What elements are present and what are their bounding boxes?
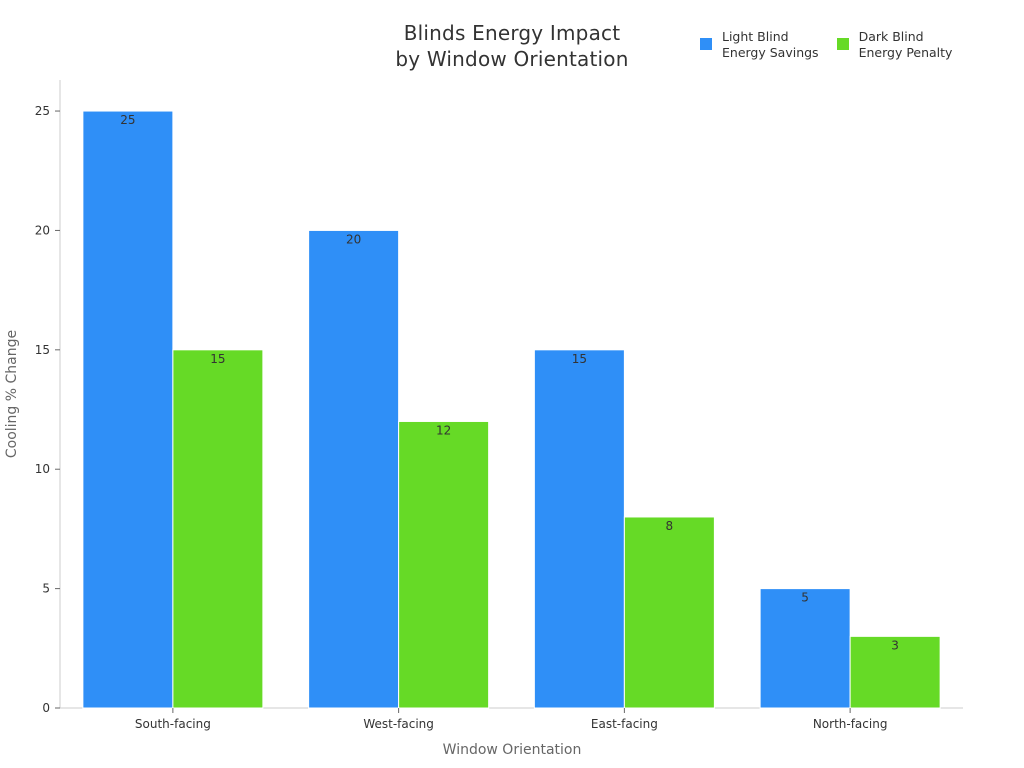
legend-label-line: Energy Savings xyxy=(722,45,819,60)
legend-swatch-light-blind xyxy=(700,38,712,50)
legend-label-line: Energy Penalty xyxy=(858,45,953,60)
y-tick-label: 15 xyxy=(35,343,50,357)
legend-label-dark-blind: Dark Blind Energy Penalty xyxy=(859,29,953,61)
chart-title-line-2: by Window Orientation xyxy=(395,47,629,71)
legend-item-dark-blind[interactable]: Dark Blind Energy Penalty xyxy=(836,29,953,61)
x-tick-label: West-facing xyxy=(363,717,434,731)
bar xyxy=(172,349,264,709)
y-tick-label: 5 xyxy=(42,582,50,596)
bar-value-label: 3 xyxy=(891,638,899,652)
bar-value-label: 15 xyxy=(210,352,225,366)
legend-label-line: Light Blind xyxy=(722,29,789,44)
x-tick-label: North-facing xyxy=(813,717,888,731)
x-tick-label: South-facing xyxy=(135,717,211,731)
bar-value-label: 20 xyxy=(346,232,361,246)
y-tick-label: 10 xyxy=(35,462,50,476)
chart-title: Blinds Energy Impact by Window Orientati… xyxy=(312,20,712,72)
legend-label-light-blind: Light Blind Energy Savings xyxy=(722,29,819,61)
legend-item-light-blind[interactable]: Light Blind Energy Savings xyxy=(700,29,819,61)
legend-label-line: Dark Blind xyxy=(858,29,924,44)
bar-value-label: 12 xyxy=(436,423,451,437)
y-tick-label: 25 xyxy=(35,104,50,118)
bar xyxy=(849,635,941,709)
bar-value-label: 15 xyxy=(572,352,587,366)
y-tick-label: 20 xyxy=(35,223,50,237)
x-axis-title: Window Orientation xyxy=(442,742,582,758)
chart-title-line-1: Blinds Energy Impact xyxy=(403,21,621,45)
bar-value-label: 25 xyxy=(120,113,135,127)
bar xyxy=(308,229,400,709)
x-tick-label: East-facing xyxy=(591,717,658,731)
legend: Light Blind Energy Savings Dark Blind En… xyxy=(700,29,952,61)
bar xyxy=(398,420,490,709)
y-tick-label: 0 xyxy=(42,701,50,715)
bar xyxy=(82,110,174,709)
bar-value-label: 8 xyxy=(666,519,674,533)
y-axis-title: Cooling % Change xyxy=(4,329,20,459)
bar xyxy=(623,516,715,709)
bar-value-label: 5 xyxy=(801,591,809,605)
bar xyxy=(759,588,851,709)
bar xyxy=(533,349,625,709)
legend-swatch-dark-blind xyxy=(836,38,849,50)
